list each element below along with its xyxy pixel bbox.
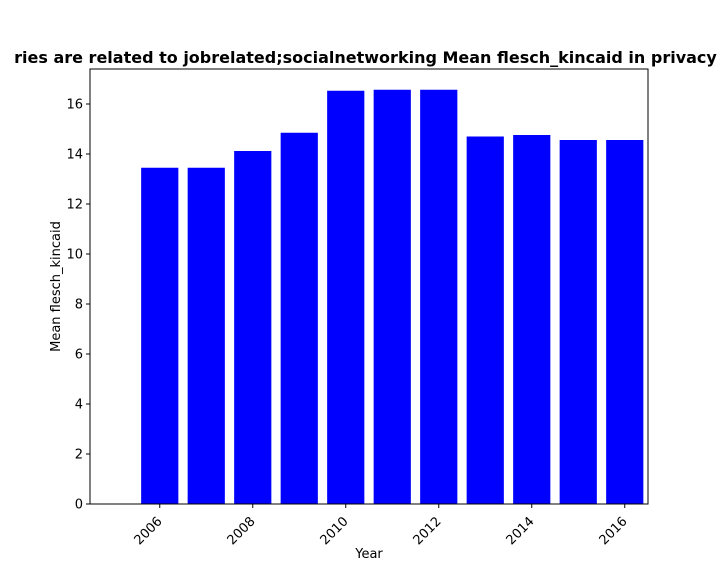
plot-frame bbox=[89, 68, 649, 505]
x-tick-label: 2008 bbox=[225, 514, 259, 548]
y-tick-label: 4 bbox=[75, 398, 83, 413]
bars-group bbox=[141, 89, 644, 504]
x-axis-ticks: 2006 2008 2010 2012 2014 2016 bbox=[132, 504, 631, 548]
bar-2012 bbox=[420, 89, 458, 504]
bar-2006 bbox=[141, 167, 179, 504]
bar-2007 bbox=[187, 167, 225, 504]
y-tick-label: 2 bbox=[75, 448, 83, 463]
x-tick-label: 2010 bbox=[318, 514, 352, 548]
x-tick-label: 2014 bbox=[504, 514, 538, 548]
y-axis-label: Mean flesch_kincaid bbox=[49, 221, 64, 352]
y-tick-label: 8 bbox=[75, 298, 83, 313]
bar-2011 bbox=[373, 89, 411, 504]
bar-2016 bbox=[606, 140, 644, 504]
y-tick-label: 12 bbox=[66, 198, 83, 213]
bar-2010 bbox=[327, 90, 365, 504]
y-axis-ticks: 0 2 4 6 8 10 12 14 16 bbox=[66, 98, 90, 513]
y-tick-label: 6 bbox=[75, 348, 83, 363]
bar-2008 bbox=[234, 151, 272, 504]
bar-2014 bbox=[513, 135, 551, 504]
x-tick-label: 2016 bbox=[597, 514, 631, 548]
x-tick-label: 2012 bbox=[411, 514, 445, 548]
bar-2009 bbox=[280, 132, 318, 504]
bar-2013 bbox=[466, 136, 504, 504]
x-axis-label: Year bbox=[354, 547, 383, 562]
x-tick-label: 2006 bbox=[132, 514, 166, 548]
y-tick-label: 0 bbox=[75, 498, 83, 513]
y-tick-label: 10 bbox=[66, 248, 83, 263]
bar-2015 bbox=[559, 140, 597, 504]
y-tick-label: 16 bbox=[66, 98, 83, 113]
chart-title: ries are related to jobrelated;socialnet… bbox=[14, 48, 720, 67]
y-tick-label: 14 bbox=[66, 148, 83, 163]
